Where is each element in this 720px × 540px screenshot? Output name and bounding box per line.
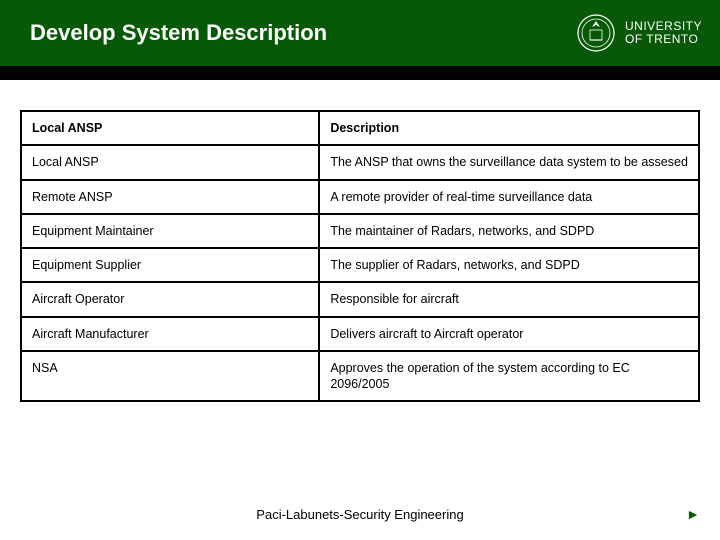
slide-header: Develop System Description UNIVERSITY OF…: [0, 0, 720, 66]
table-cell: Aircraft Manufacturer: [21, 317, 319, 351]
university-seal-icon: [575, 12, 617, 54]
table-cell: Delivers aircraft to Aircraft operator: [319, 317, 699, 351]
table-cell: Local ANSP: [21, 145, 319, 179]
table-cell: Approves the operation of the system acc…: [319, 351, 699, 402]
next-slide-button[interactable]: ►: [686, 506, 700, 522]
description-table: Local ANSP Description Local ANSP The AN…: [20, 110, 700, 402]
university-logo: UNIVERSITY OF TRENTO: [575, 12, 702, 54]
table-cell: NSA: [21, 351, 319, 402]
slide-footer: Paci-Labunets-Security Engineering: [0, 507, 720, 522]
university-line2: OF TRENTO: [625, 33, 702, 46]
footer-text: Paci-Labunets-Security Engineering: [256, 507, 463, 522]
table-cell: Aircraft Operator: [21, 282, 319, 316]
table-header-row: Local ANSP Description: [21, 111, 699, 145]
table-header-cell: Local ANSP: [21, 111, 319, 145]
table-cell: A remote provider of real-time surveilla…: [319, 180, 699, 214]
table-row: Remote ANSP A remote provider of real-ti…: [21, 180, 699, 214]
table-row: Equipment Supplier The supplier of Radar…: [21, 248, 699, 282]
table-cell: Equipment Supplier: [21, 248, 319, 282]
table-cell: Responsible for aircraft: [319, 282, 699, 316]
slide-title: Develop System Description: [30, 20, 327, 46]
table-row: Aircraft Operator Responsible for aircra…: [21, 282, 699, 316]
table-cell: Remote ANSP: [21, 180, 319, 214]
table-row: NSA Approves the operation of the system…: [21, 351, 699, 402]
slide-content: Local ANSP Description Local ANSP The AN…: [0, 80, 720, 402]
table-cell: Equipment Maintainer: [21, 214, 319, 248]
header-divider: [0, 66, 720, 80]
table-cell: The supplier of Radars, networks, and SD…: [319, 248, 699, 282]
university-name: UNIVERSITY OF TRENTO: [625, 20, 702, 46]
table-header-cell: Description: [319, 111, 699, 145]
table-row: Equipment Maintainer The maintainer of R…: [21, 214, 699, 248]
table-cell: The ANSP that owns the surveillance data…: [319, 145, 699, 179]
table-row: Aircraft Manufacturer Delivers aircraft …: [21, 317, 699, 351]
table-row: Local ANSP The ANSP that owns the survei…: [21, 145, 699, 179]
table-cell: The maintainer of Radars, networks, and …: [319, 214, 699, 248]
